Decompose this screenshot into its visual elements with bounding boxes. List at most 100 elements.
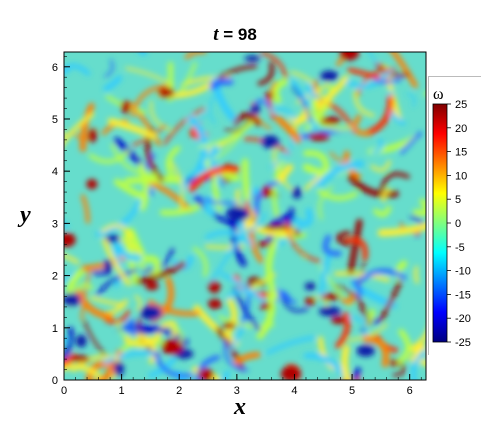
- vortex-filament: [370, 160, 391, 172]
- vortex-filament: [393, 329, 411, 367]
- vortex-filament: [233, 351, 261, 365]
- title-variable: t: [213, 24, 219, 45]
- vortex-filament: [170, 162, 184, 212]
- vortex-filament: [138, 52, 148, 56]
- vortex-filament: [256, 293, 276, 340]
- x-tick-label: 0: [61, 385, 67, 397]
- vortex-filament: [167, 326, 184, 344]
- vorticity-field: [64, 52, 426, 380]
- vortex-filament: [64, 336, 69, 344]
- vortex-filament: [381, 188, 391, 203]
- vortex-filament: [351, 279, 363, 298]
- vortex-core: [64, 232, 76, 248]
- vortex-filament: [102, 237, 132, 286]
- vortex-filament: [364, 95, 394, 137]
- vortex-filament: [226, 289, 254, 300]
- vortex-filament: [335, 230, 351, 247]
- vortex-filament: [335, 311, 351, 349]
- vortex-core: [222, 322, 236, 329]
- vortex-filament: [100, 223, 133, 240]
- vortex-filament: [209, 142, 223, 186]
- vortex-filament: [123, 332, 162, 348]
- colorbar-tick-label: -10: [455, 266, 471, 278]
- vortex-filament: [232, 112, 261, 127]
- vortex-filament: [134, 294, 142, 312]
- colorbar-tick-label: 0: [455, 218, 461, 230]
- vortex-filament: [194, 194, 238, 205]
- vortex-filament: [64, 353, 77, 367]
- vortex-filament: [334, 271, 390, 282]
- vortex-filament: [263, 224, 301, 237]
- vortex-filament: [220, 272, 268, 306]
- vortex-filament: [347, 323, 388, 342]
- vortex-core: [264, 92, 275, 99]
- vortex-filament: [373, 205, 392, 218]
- vortex-filament: [291, 85, 312, 122]
- x-tick-label: 3: [234, 385, 240, 397]
- vortex-filament: [187, 115, 209, 172]
- vortex-filament: [113, 178, 146, 200]
- colorbar: [432, 103, 448, 343]
- vortex-filament: [275, 116, 302, 144]
- y-tick-label: 0: [52, 375, 58, 387]
- vortex-filament: [316, 160, 365, 187]
- vortex-filament: [103, 75, 123, 92]
- colorbar-tick-label: 15: [455, 147, 467, 159]
- vortex-filament: [414, 265, 419, 284]
- vortex-filament: [85, 361, 117, 380]
- vortex-filament: [260, 52, 288, 79]
- vortex-core: [198, 368, 214, 380]
- vortex-filament: [266, 335, 316, 355]
- vortex-filament: [142, 248, 175, 273]
- vortex-filament: [293, 207, 313, 227]
- vortex-filament: [278, 163, 294, 184]
- vortex-filament: [350, 367, 362, 380]
- vortex-filament: [223, 340, 249, 372]
- x-tick-label: 1: [119, 385, 125, 397]
- vortex-filament: [80, 270, 91, 321]
- vortex-core: [292, 186, 302, 199]
- vortex-filament: [341, 344, 352, 380]
- y-axis: 0 1 2 3 4 5 6: [52, 56, 70, 387]
- vortex-filament: [411, 348, 426, 380]
- vortex-filament: [81, 194, 90, 224]
- title-value: = 98: [218, 25, 257, 44]
- vortex-filament: [224, 114, 252, 132]
- vortex-core: [207, 298, 222, 310]
- vortex-filament: [285, 220, 321, 263]
- vortex-filament: [390, 52, 418, 89]
- vortex-filament: [334, 284, 370, 326]
- vortex-core: [244, 55, 261, 62]
- vortex-filament: [92, 270, 111, 276]
- vortex-filament: [345, 70, 391, 89]
- vortex-filament: [413, 198, 426, 217]
- vortex-core: [121, 100, 131, 114]
- vortex-core: [250, 104, 261, 115]
- plot-border: [63, 51, 427, 381]
- vortex-core: [64, 293, 81, 307]
- vortex-filament: [290, 79, 317, 132]
- vortex-filament: [249, 209, 264, 264]
- vortex-core: [88, 128, 97, 143]
- vortex-filament: [349, 315, 368, 339]
- x-tick-label: 6: [407, 385, 413, 397]
- vortex-filament: [240, 213, 295, 237]
- vortex-filament: [273, 286, 298, 305]
- vortex-core: [158, 87, 175, 98]
- y-tick-label: 3: [52, 218, 58, 230]
- vortex-core: [161, 338, 183, 355]
- vortex-filament: [188, 165, 240, 192]
- vortex-filament: [318, 186, 333, 220]
- vortex-filament: [341, 291, 355, 305]
- x-tick-label: 2: [176, 385, 182, 397]
- vortex-filament: [64, 364, 102, 379]
- vortex-filament: [71, 354, 116, 372]
- y-tick-label: 6: [52, 62, 58, 74]
- vortex-filament: [135, 333, 157, 364]
- vortex-core: [140, 305, 162, 321]
- vortex-filament: [209, 78, 234, 90]
- vortex-filament: [347, 174, 399, 198]
- vortex-filament: [322, 234, 342, 257]
- vortex-filament: [362, 335, 390, 368]
